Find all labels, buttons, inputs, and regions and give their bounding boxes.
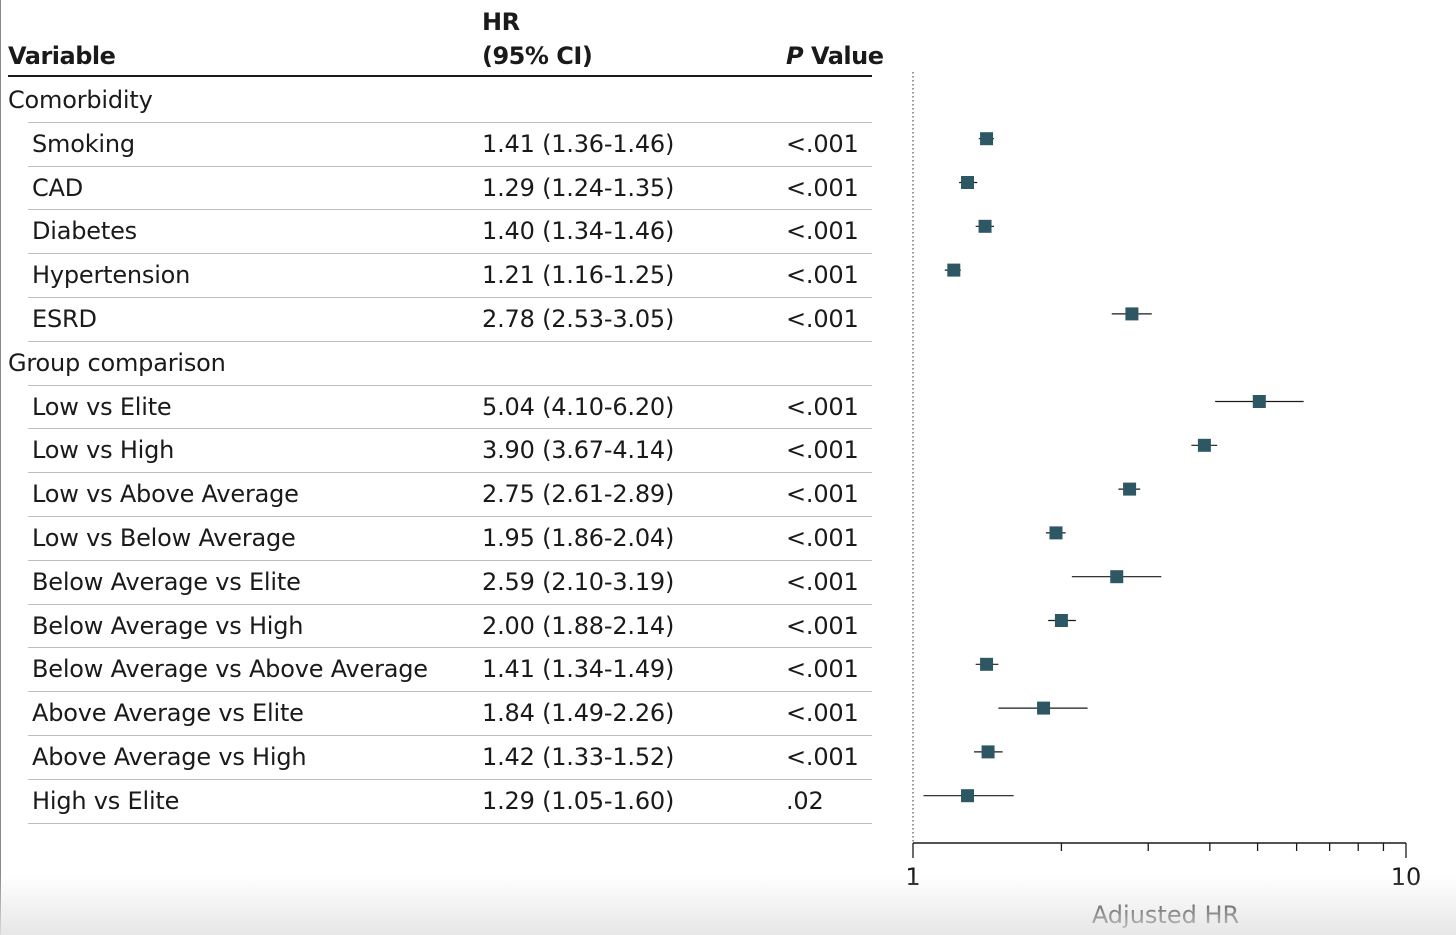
hr-point-marker	[1123, 482, 1137, 496]
row-variable: Below Average vs Elite	[32, 567, 301, 596]
row-variable: Above Average vs Elite	[32, 699, 304, 728]
hr-point-marker	[1252, 395, 1266, 408]
row-p-value: <.001	[786, 261, 859, 290]
hr-point-marker	[1110, 570, 1124, 584]
row-p-value: .02	[786, 786, 824, 815]
row-variable: Diabetes	[32, 217, 137, 246]
row-hr-ci: 2.75 (2.61-2.89)	[482, 480, 675, 509]
header-hr-line2: (95% CI)	[482, 42, 593, 70]
row-p-value: <.001	[786, 480, 859, 509]
row-divider	[28, 340, 872, 342]
hr-point-marker	[1197, 438, 1211, 452]
row-hr-ci: 1.40 (1.34-1.46)	[482, 217, 675, 246]
row-divider	[28, 559, 872, 561]
row-variable: High vs Elite	[32, 786, 180, 815]
row-variable: Low vs Below Average	[32, 524, 296, 552]
row-p-value: <.001	[786, 567, 859, 596]
row-p-value: <.001	[786, 129, 859, 158]
row-divider	[28, 516, 872, 517]
row-divider	[28, 297, 872, 298]
row-divider	[28, 647, 872, 649]
header-variable: Variable	[8, 42, 116, 70]
row-p-value: <.001	[786, 611, 859, 640]
row-variable: Low vs High	[32, 436, 175, 465]
row-variable: Smoking	[32, 129, 135, 158]
row-hr-ci: 1.21 (1.16-1.25)	[482, 261, 675, 290]
row-p-value: <.001	[786, 436, 859, 465]
row-p-value: <.001	[786, 655, 859, 684]
header-rule	[8, 75, 872, 77]
row-p-value: <.001	[786, 524, 859, 552]
x-tick-label: 1	[905, 863, 920, 891]
row-hr-ci: 1.42 (1.33-1.52)	[482, 743, 675, 771]
row-divider	[28, 778, 872, 780]
hr-point-marker	[1125, 307, 1139, 321]
header-hr-line1: HR	[482, 8, 520, 36]
hr-point-marker	[947, 263, 961, 277]
row-divider	[28, 735, 872, 736]
row-divider	[28, 603, 872, 605]
row-divider	[28, 472, 872, 474]
x-axis-title: Adjusted HR	[1092, 901, 1239, 929]
row-divider	[28, 428, 872, 430]
row-p-value: <.001	[786, 217, 859, 246]
row-variable: Low vs Elite	[32, 392, 172, 421]
header-p-value: P Value	[786, 42, 884, 70]
hr-point-marker	[980, 132, 994, 146]
hr-point-marker	[981, 745, 995, 759]
row-divider	[28, 384, 872, 386]
row-hr-ci: 1.84 (1.49-2.26)	[482, 699, 675, 728]
hr-point-marker	[1049, 526, 1063, 540]
row-hr-ci: 5.04 (4.10-6.20)	[482, 392, 675, 421]
row-variable: Above Average vs High	[32, 743, 307, 771]
row-variable: Hypertension	[32, 261, 191, 290]
row-divider	[28, 691, 872, 693]
group-label: Group comparison	[8, 348, 226, 377]
row-divider	[28, 209, 872, 211]
row-divider	[28, 822, 872, 824]
row-p-value: <.001	[786, 173, 859, 202]
row-p-value: <.001	[786, 392, 859, 421]
row-p-value: <.001	[786, 305, 859, 333]
row-hr-ci: 2.59 (2.10-3.19)	[482, 567, 675, 596]
hr-point-marker	[961, 176, 975, 189]
row-hr-ci: 2.00 (1.88-2.14)	[482, 611, 675, 640]
row-divider	[28, 253, 872, 255]
row-hr-ci: 1.41 (1.36-1.46)	[482, 129, 675, 158]
row-variable: ESRD	[32, 305, 97, 333]
row-p-value: <.001	[786, 699, 859, 728]
hr-point-marker	[1054, 614, 1068, 627]
row-hr-ci: 1.29 (1.24-1.35)	[482, 173, 675, 202]
row-divider	[28, 121, 872, 123]
header-p-italic: P	[786, 42, 804, 70]
row-variable: CAD	[32, 173, 84, 202]
row-variable: Below Average vs High	[32, 611, 304, 640]
left-border	[0, 0, 1, 935]
row-divider	[28, 165, 872, 167]
x-tick-label: 10	[1391, 863, 1422, 891]
row-hr-ci: 3.90 (3.67-4.14)	[482, 436, 675, 465]
hr-point-marker	[1037, 701, 1051, 715]
hr-point-marker	[978, 219, 992, 233]
row-hr-ci: 1.29 (1.05-1.60)	[482, 786, 675, 815]
row-variable: Low vs Above Average	[32, 480, 299, 509]
row-hr-ci: 2.78 (2.53-3.05)	[482, 305, 675, 333]
row-p-value: <.001	[786, 743, 859, 771]
hr-point-marker	[961, 789, 975, 803]
header-p-rest: Value	[803, 42, 884, 70]
group-label: Comorbidity	[8, 86, 153, 114]
row-hr-ci: 1.41 (1.34-1.49)	[482, 655, 675, 684]
hr-point-marker	[980, 657, 994, 671]
row-variable: Below Average vs Above Average	[32, 655, 428, 684]
row-hr-ci: 1.95 (1.86-2.04)	[482, 524, 675, 552]
